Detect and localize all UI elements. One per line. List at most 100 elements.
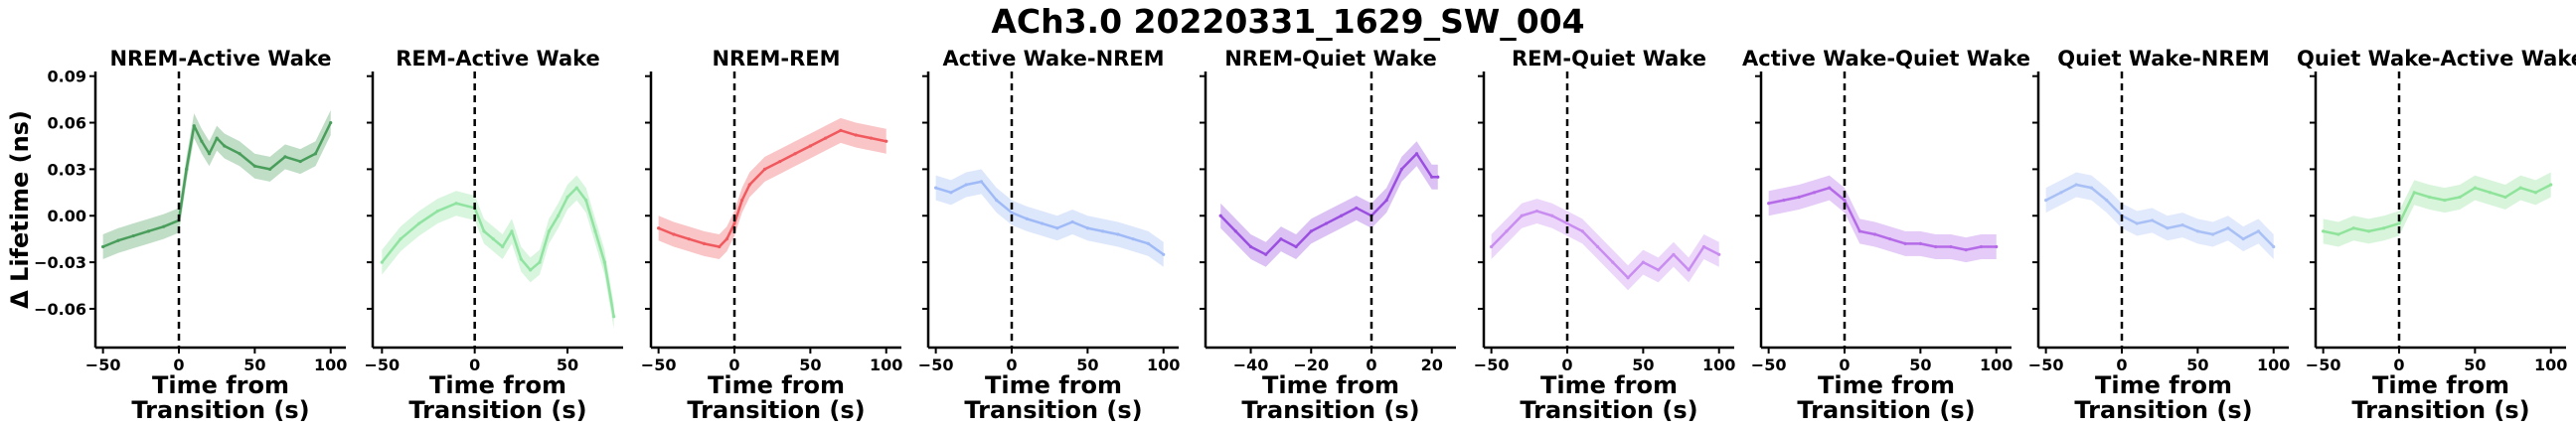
data-point [964,183,968,187]
data-point [1903,241,1907,245]
data-point [2322,229,2326,233]
data-point [1399,167,1403,171]
data-point [215,136,219,140]
x-tick-label: −50 [641,356,677,374]
x-axis-label: Transition (s) [687,396,865,424]
data-point [1934,244,1938,249]
data-point [1687,268,1690,272]
x-tick-label: −50 [2028,356,2064,374]
data-point [1040,221,1045,225]
x-axis-label: Time from [152,371,289,399]
x-axis-label: Time from [708,371,845,399]
data-point [762,167,767,171]
series-line [1768,186,1997,251]
x-tick-label: 50 [1632,356,1654,374]
data-point [501,244,505,249]
data-point [593,229,597,233]
data-point [869,136,874,140]
y-tick-label: 0.09 [48,68,86,86]
x-tick-label: 50 [2186,356,2208,374]
data-point [718,244,722,249]
x-tick-label: 0 [1366,356,1376,374]
x-tick-label: 0 [1839,356,1850,374]
data-point [702,241,707,245]
data-point [1641,260,1645,264]
panel-title: NREM-REM [712,47,840,71]
data-point [1520,214,1524,217]
data-point [207,152,212,156]
data-point [2226,226,2230,230]
x-tick-label: −50 [2306,356,2341,374]
error-band [1491,199,1719,291]
panel-8: Quiet Wake-NREM −50 0 50 100 Time fromTransit… [2028,47,2291,424]
data-point [1085,226,1089,230]
y-tick-label: −0.06 [34,300,86,319]
data-point [2443,199,2447,203]
data-point [2150,218,2155,222]
data-point [2518,186,2522,190]
data-point [565,195,569,200]
x-axis-label: Time from [1262,371,1399,399]
data-point [657,226,661,230]
x-axis-label: Time from [2372,371,2509,399]
data-point [1657,268,1661,272]
data-point [1294,244,1298,249]
series-line [935,180,1165,256]
data-point [2412,191,2416,195]
data-point [2336,232,2340,236]
x-tick-label: 100 [2257,356,2290,374]
x-tick-label: 100 [1702,356,1735,374]
data-point [1979,244,1984,249]
x-tick-label: 0 [1561,356,1572,374]
y-tick-label: 0.00 [48,207,86,225]
panel-title: NREM-Active Wake [109,47,331,71]
data-point [885,139,888,143]
data-point [2074,183,2078,187]
y-tick-label: 0.03 [48,160,86,179]
data-point [1101,229,1105,233]
y-tick-label: −0.03 [34,253,86,272]
x-axis-label: Time from [429,371,566,399]
panel-title: Active Wake-NREM [942,47,1164,71]
data-point [2489,191,2493,195]
data-point [1218,214,1222,217]
series-line [1490,210,1720,279]
data-point [747,183,751,187]
data-point [732,221,736,225]
x-axis-label: Transition (s) [2074,396,2252,424]
data-point [995,199,999,203]
x-tick-label: 100 [314,356,347,374]
data-point [574,186,578,190]
data-point [2256,229,2261,233]
x-tick-label: 100 [1147,356,1180,374]
data-point [1872,232,1877,236]
x-tick-label: 0 [2116,356,2127,374]
data-point [1248,244,1253,249]
panel-title: Active Wake-Quiet Wake [1742,47,2030,71]
data-point [949,191,953,195]
x-axis-label: Transition (s) [1797,396,1975,424]
data-point [2397,221,2401,225]
x-axis-label: Transition (s) [964,396,1142,424]
data-point [612,315,616,319]
data-point [672,232,676,236]
x-tick-label: −50 [85,356,121,374]
data-point [116,238,120,242]
data-point [1797,195,1801,200]
series-line [2323,183,2552,236]
data-point [1131,237,1135,241]
panel-title: REM-Active Wake [396,47,600,71]
data-point [687,237,691,241]
x-tick-label: 100 [870,356,902,374]
data-point [1309,229,1313,233]
data-point [1580,229,1584,233]
data-point [1490,244,1494,249]
panel-9: Quiet Wake-Active Wake −50 0 50 100 Time from… [2297,47,2576,424]
data-point [1717,252,1721,256]
data-point [298,159,302,164]
data-point [329,120,333,125]
data-point [2427,195,2432,200]
data-point [1611,260,1615,264]
data-point [417,221,421,225]
